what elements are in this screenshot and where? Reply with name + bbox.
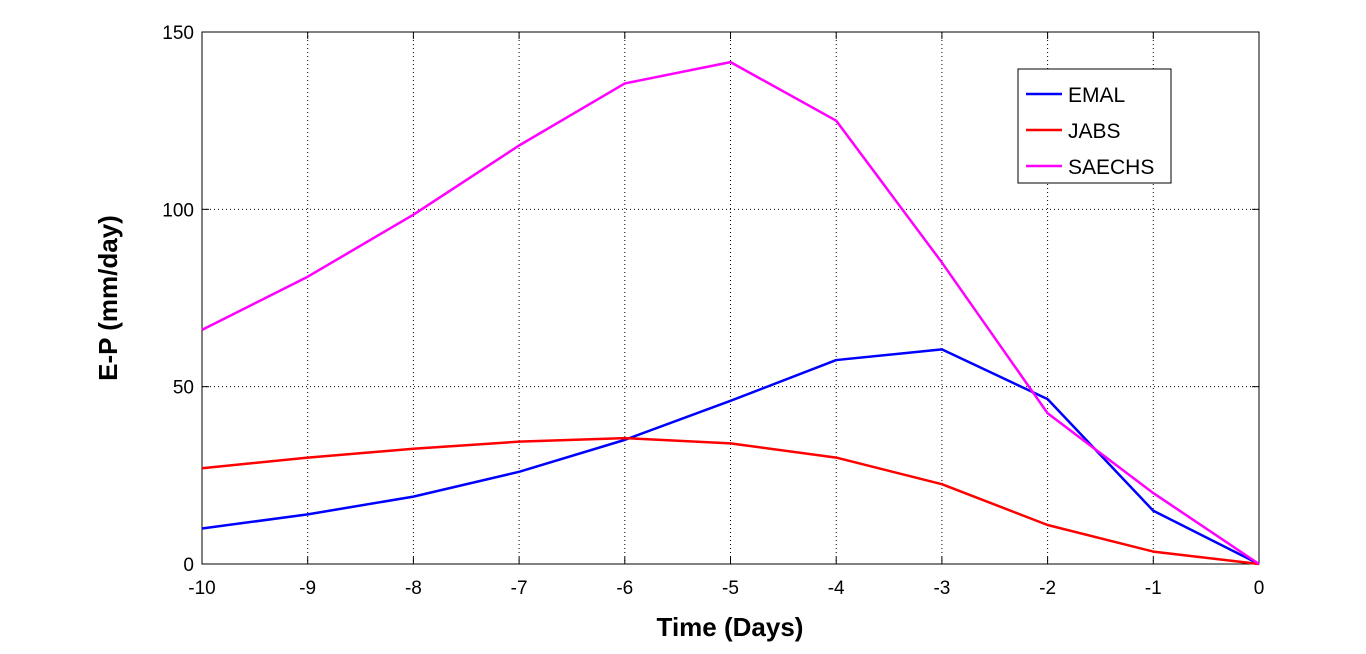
x-tick-label: -10: [188, 578, 215, 599]
y-tick-label: 0: [183, 555, 194, 576]
legend-label-jabs: JABS: [1068, 120, 1121, 143]
x-tick-label: -8: [405, 578, 422, 599]
y-axis-title: E-P (mm/day): [93, 215, 123, 381]
series-line-saechs: [201, 60, 1260, 566]
series-line-jabs: [201, 436, 1260, 566]
x-tick-label: 0: [1254, 578, 1265, 599]
x-tick-label: -2: [1039, 578, 1056, 599]
x-tick-label: -1: [1145, 578, 1162, 599]
x-tick-label: -7: [511, 578, 528, 599]
x-tick-label: -4: [828, 578, 845, 599]
x-tick-label: -9: [299, 578, 316, 599]
y-tick-label: 100: [162, 200, 194, 221]
legend-box: [1017, 68, 1172, 184]
legend: EMAL JABS SAECHS: [1017, 68, 1172, 184]
x-tick-label: -3: [933, 578, 950, 599]
y-tick-label: 150: [162, 23, 194, 44]
x-axis-title: Time (Days): [657, 612, 804, 642]
y-tick-label: 50: [173, 378, 194, 399]
x-tick-label: -6: [616, 578, 633, 599]
legend-label-saechs: SAECHS: [1068, 156, 1154, 179]
legend-label-emal: EMAL: [1068, 84, 1125, 107]
series-lines: [201, 60, 1260, 566]
series-line-emal: [201, 348, 1260, 566]
x-tick-label: -5: [722, 578, 739, 599]
